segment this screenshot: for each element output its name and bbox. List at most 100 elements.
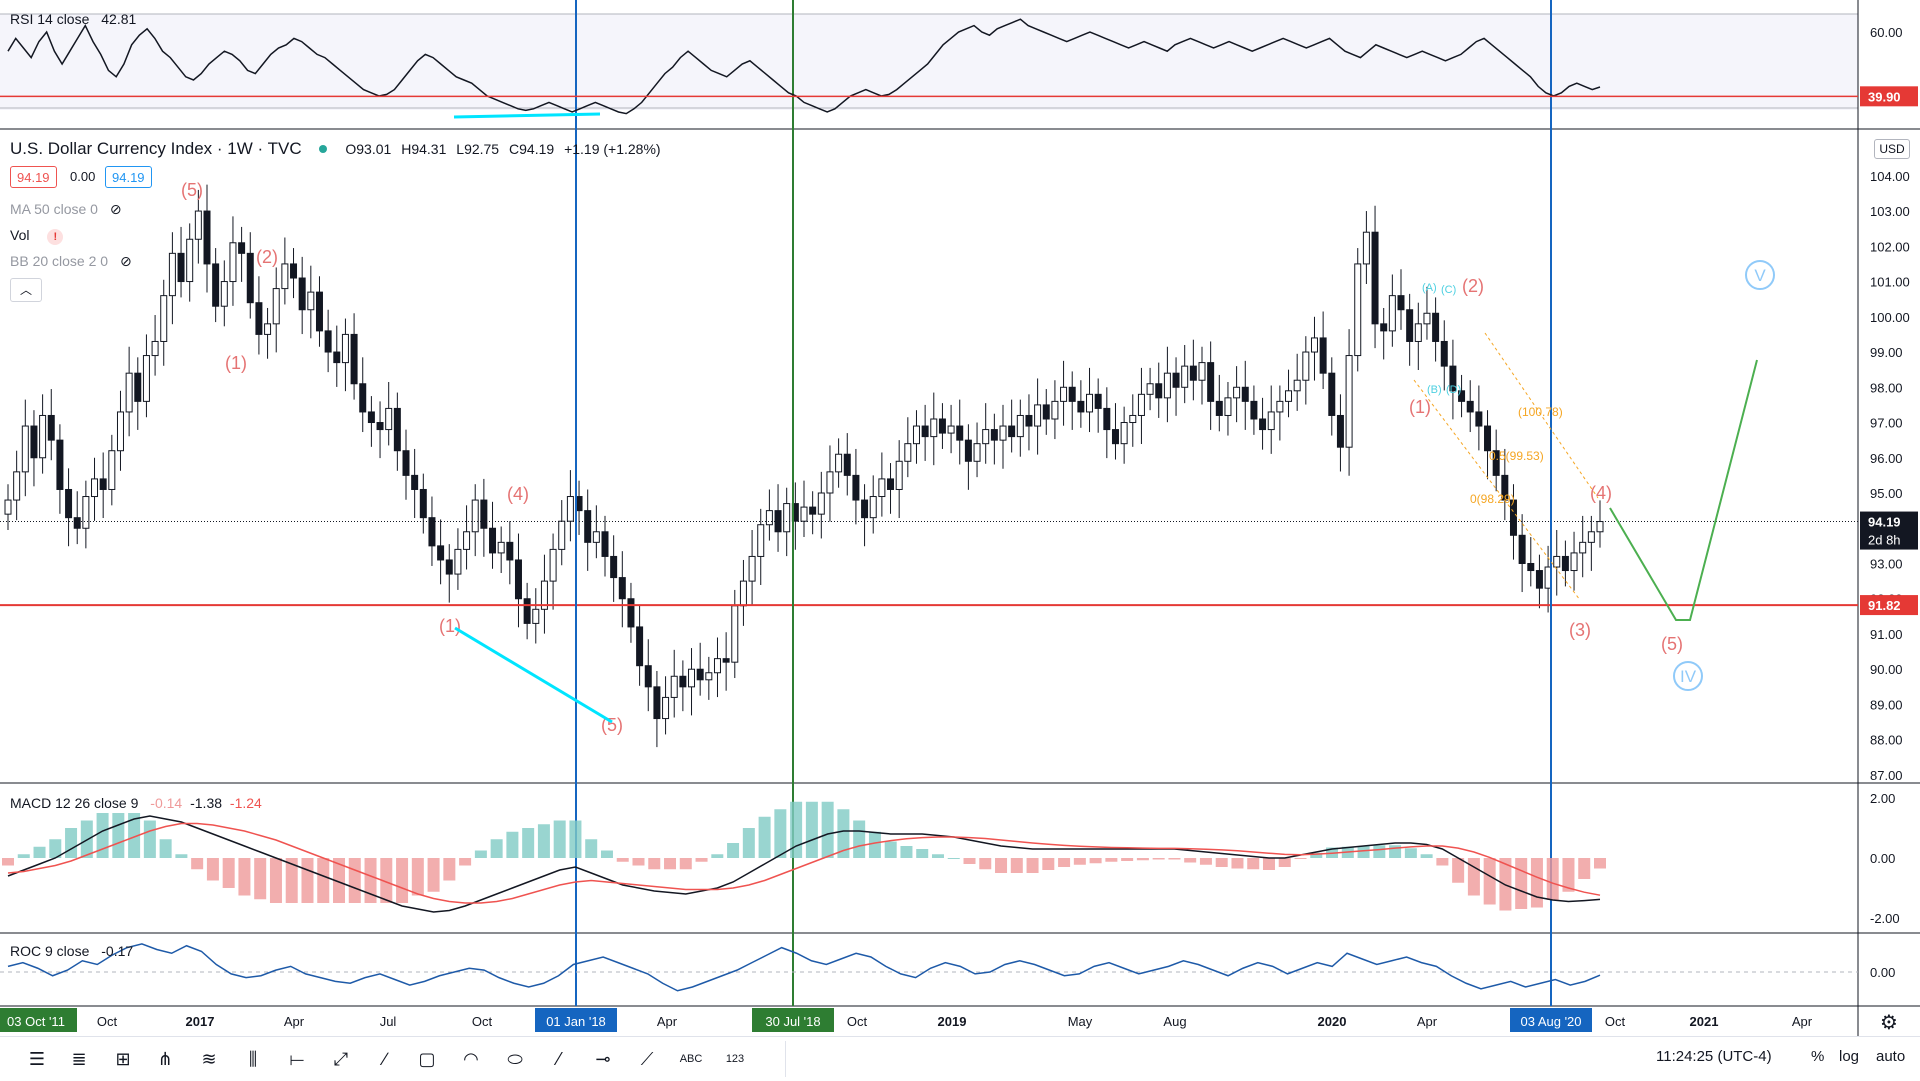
- time-tick-label: Oct: [97, 1014, 118, 1029]
- percent-scale-button[interactable]: %: [1811, 1048, 1825, 1065]
- candle-body: [1016, 414, 1024, 438]
- elliott-wave-icon[interactable]: 123: [725, 1053, 745, 1065]
- macd-histogram-bar: [301, 858, 314, 903]
- candle-body: [264, 323, 272, 335]
- grid-tool-icon[interactable]: ⊞: [115, 1049, 131, 1069]
- candle-body: [350, 333, 358, 385]
- chart-svg[interactable]: 104.00 103.00 102.00 101.00 100.00 99.00 98.00…: [0, 0, 1920, 1036]
- roc-last-value: -0.17: [101, 943, 134, 959]
- time-tick-label: 03 Oct '11: [7, 1014, 65, 1029]
- candle-body: [134, 372, 142, 402]
- macd-histogram-bar: [821, 801, 834, 858]
- indicator-vol[interactable]: Vol !: [10, 227, 64, 245]
- time-tick-label: 01 Jan '18: [546, 1014, 606, 1029]
- time-tick-label: 2019: [938, 1014, 967, 1029]
- candle-body: [1042, 404, 1050, 420]
- candle-body: [73, 517, 81, 529]
- macd-histogram-bar: [1058, 858, 1071, 867]
- indicator-vol-label: Vol: [10, 227, 30, 243]
- bars-pattern-icon[interactable]: ⫼: [248, 1049, 258, 1069]
- path-icon[interactable]: ⟋: [640, 1049, 654, 1069]
- candle-body: [705, 672, 713, 681]
- arc-icon[interactable]: ◠: [463, 1049, 479, 1069]
- parallel-channel-icon[interactable]: ≣: [71, 1049, 87, 1069]
- roc-title[interactable]: ROC 9 close: [10, 943, 90, 959]
- rsi-title[interactable]: RSI 14 close: [10, 11, 90, 27]
- indicator-ma50[interactable]: MA 50 close 0 ⊘: [10, 201, 122, 218]
- ask-pill[interactable]: 94.19: [105, 166, 152, 188]
- candle-body: [1215, 400, 1223, 416]
- line-segment-icon[interactable]: ⁄: [557, 1049, 561, 1069]
- price-tick-label: 100.00: [1870, 310, 1910, 325]
- roman-wave-label: IV: [1680, 667, 1697, 686]
- macd-histogram-bar: [1247, 858, 1260, 870]
- ray-icon[interactable]: ∕: [383, 1049, 387, 1069]
- auto-scale-button[interactable]: auto: [1876, 1048, 1906, 1065]
- candle-body: [480, 499, 488, 529]
- time-tick-label: 30 Jul '18: [765, 1014, 820, 1029]
- horizontal-lines-icon[interactable]: ☰: [28, 1049, 46, 1069]
- macd-title[interactable]: MACD 12 26 close 9: [10, 795, 139, 811]
- macd-histogram-bar: [459, 858, 472, 866]
- rectangle-icon[interactable]: ▢: [418, 1049, 436, 1069]
- bid-pill[interactable]: 94.19: [10, 166, 57, 188]
- macd-histogram-bar: [1121, 858, 1134, 861]
- candle-body: [497, 541, 505, 554]
- macd-histogram-bar: [1594, 858, 1606, 869]
- candle-body: [722, 658, 730, 663]
- ellipse-icon[interactable]: ⬭: [507, 1049, 523, 1069]
- ohlc-high-label: H: [401, 141, 412, 157]
- warning-icon[interactable]: !: [47, 229, 64, 245]
- hidden-eye-icon[interactable]: ⊘: [119, 253, 132, 269]
- macd-histogram-bar: [553, 820, 566, 858]
- pitchfork-icon[interactable]: ⋔: [157, 1049, 173, 1069]
- indicator-bb20[interactable]: BB 20 close 2 0 ⊘: [10, 253, 132, 270]
- candle-body: [1371, 231, 1379, 325]
- candle-body: [341, 333, 349, 364]
- price-tick-label: 98.00: [1870, 380, 1903, 395]
- clock-readout[interactable]: 11:24:25 (UTC-4): [1656, 1048, 1772, 1065]
- candle-body: [601, 531, 609, 557]
- gear-icon[interactable]: ⚙: [1880, 1012, 1898, 1034]
- candle-body: [1259, 418, 1267, 431]
- collapse-legend-button[interactable]: ︿: [10, 278, 42, 302]
- candle-body: [30, 425, 38, 459]
- horizontal-ray-icon[interactable]: ⟝: [289, 1049, 305, 1069]
- candle-body: [1319, 337, 1327, 374]
- abc-pattern-icon[interactable]: ABC: [679, 1053, 703, 1065]
- candle-body: [912, 425, 920, 445]
- macd-histogram-bar: [537, 824, 550, 858]
- candle-body: [246, 252, 254, 304]
- wave-label: (1): [439, 616, 461, 636]
- macd-histogram-bar: [884, 841, 897, 858]
- macd-histogram-bar: [774, 809, 787, 858]
- price-tick-label: 99.00: [1870, 345, 1903, 360]
- candle-body: [437, 545, 445, 561]
- hidden-eye-icon[interactable]: ⊘: [109, 201, 122, 217]
- candle-body: [540, 580, 548, 610]
- trend-drawing: [454, 626, 613, 724]
- candle-body: [904, 443, 912, 462]
- candle-body: [1414, 323, 1422, 342]
- candle-body: [938, 418, 946, 434]
- macd-histogram-bar: [17, 854, 30, 858]
- candle-body: [402, 450, 410, 476]
- macd-line: [7, 815, 1601, 913]
- price-tick-label: 97.00: [1870, 416, 1903, 431]
- candle-body: [177, 252, 185, 283]
- symbol-title[interactable]: U.S. Dollar Currency Index · 1W · TVC: [10, 139, 302, 158]
- macd-histogram-bar: [1136, 858, 1149, 861]
- macd-histogram-bar: [569, 820, 582, 858]
- candle-body: [1207, 362, 1215, 402]
- rsi-level-badge: [1860, 86, 1918, 107]
- candle-body: [1423, 312, 1431, 325]
- log-scale-button[interactable]: log: [1839, 1048, 1860, 1065]
- macd-histogram-bar: [206, 858, 219, 881]
- candle-body: [835, 453, 843, 473]
- currency-badge[interactable]: USD: [1874, 139, 1910, 159]
- candle-body: [1025, 414, 1033, 427]
- fib-channel-icon[interactable]: ≋: [201, 1049, 217, 1069]
- price-line-icon[interactable]: ⊸: [595, 1049, 611, 1069]
- trend-line-icon[interactable]: ⤢: [333, 1049, 349, 1069]
- ohlc-close: 94.19: [519, 141, 555, 157]
